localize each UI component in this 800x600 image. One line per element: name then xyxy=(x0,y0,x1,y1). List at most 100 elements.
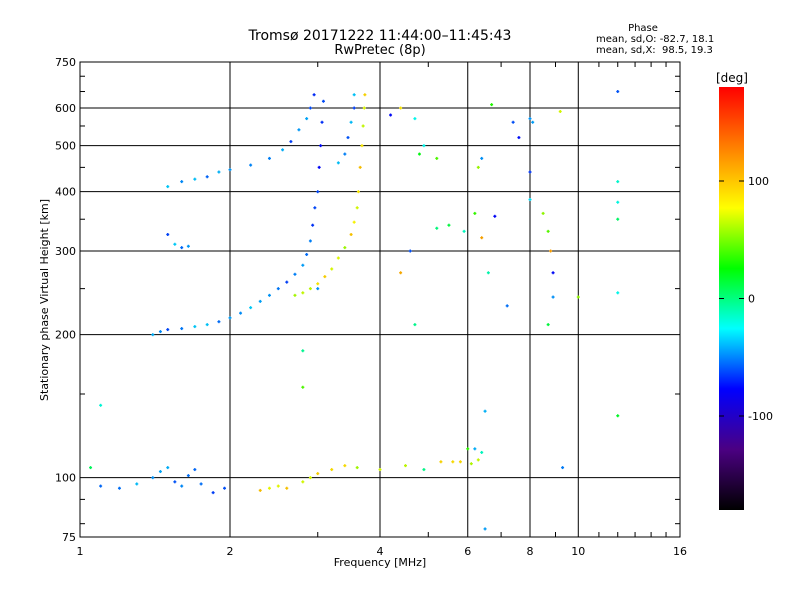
y-tick-label: 400 xyxy=(55,186,76,199)
data-point xyxy=(311,223,315,227)
data-point xyxy=(305,117,309,121)
data-point xyxy=(301,349,305,353)
data-point xyxy=(413,323,417,327)
data-point xyxy=(319,144,323,148)
data-point xyxy=(228,168,232,172)
y-tick-label: 750 xyxy=(55,56,76,69)
data-point xyxy=(193,325,197,329)
data-point xyxy=(363,93,367,97)
data-point xyxy=(135,482,139,486)
data-point xyxy=(258,488,262,492)
chart-subtitle: RwPretec (8p) xyxy=(334,43,425,58)
data-point xyxy=(217,170,221,174)
data-point xyxy=(285,280,289,284)
data-point xyxy=(458,460,462,464)
chart-title: Tromsø 20171222 11:44:00–11:45:43 xyxy=(248,28,512,44)
data-point xyxy=(308,476,312,480)
data-point xyxy=(321,99,325,103)
data-point xyxy=(267,486,271,490)
data-point xyxy=(158,330,162,334)
data-point xyxy=(466,447,470,451)
data-point xyxy=(117,486,121,490)
data-point xyxy=(316,472,320,476)
data-point xyxy=(320,120,324,124)
x-tick-label: 6 xyxy=(464,545,471,558)
colorbar-label: [deg] xyxy=(716,71,748,85)
data-point xyxy=(551,295,555,299)
data-point xyxy=(217,320,221,324)
data-point xyxy=(541,211,545,215)
data-point xyxy=(166,466,170,470)
data-point xyxy=(361,124,365,128)
data-point xyxy=(180,180,184,184)
data-point xyxy=(239,311,243,315)
x-tick-label: 8 xyxy=(527,545,534,558)
data-point xyxy=(435,156,439,160)
data-point xyxy=(193,468,197,472)
data-point xyxy=(551,271,555,275)
data-point xyxy=(151,333,155,337)
data-point xyxy=(180,246,184,250)
colorbar-tick-label: 100 xyxy=(748,175,769,188)
data-point xyxy=(186,244,190,248)
data-point xyxy=(305,252,309,256)
data-point xyxy=(301,263,305,267)
data-point xyxy=(223,486,227,490)
data-point xyxy=(417,152,421,156)
data-point xyxy=(531,120,535,124)
y-tick-label: 75 xyxy=(62,531,76,544)
data-point xyxy=(399,106,403,110)
data-point xyxy=(439,460,443,464)
data-point xyxy=(355,206,359,210)
data-point xyxy=(343,464,347,468)
data-point xyxy=(408,249,412,253)
data-point xyxy=(389,113,393,117)
phase-info-box: Phase mean, sd,O: -82.7, 18.1 mean, sd,X… xyxy=(596,23,714,56)
data-point xyxy=(480,450,484,454)
data-point xyxy=(483,409,487,413)
data-point xyxy=(616,200,620,204)
data-point xyxy=(422,144,426,148)
data-point xyxy=(349,120,353,124)
phase-info-x-mode: mean, sd,X: 98.5, 19.3 xyxy=(596,45,713,56)
data-point xyxy=(173,242,177,246)
data-point xyxy=(166,233,170,237)
x-tick-label: 16 xyxy=(673,545,687,558)
data-point xyxy=(312,93,316,97)
data-point xyxy=(476,458,480,462)
data-point xyxy=(158,470,162,474)
data-point xyxy=(352,220,356,224)
data-point xyxy=(330,267,334,271)
data-point xyxy=(549,249,553,253)
data-point xyxy=(330,468,334,472)
data-point xyxy=(517,136,521,140)
data-point xyxy=(616,180,620,184)
colorbar-ticks: -100 0 100 xyxy=(719,175,773,423)
x-tick-label: 2 xyxy=(227,545,234,558)
colorbar-tick-label: 0 xyxy=(748,293,755,306)
data-point xyxy=(323,275,327,279)
data-point xyxy=(316,190,320,194)
data-point xyxy=(249,306,253,310)
y-tick-label: 500 xyxy=(55,140,76,153)
data-point xyxy=(336,161,340,165)
plot-axes: 1 2 4 6 8 10 16 75 100 200 300 400 500 600 750 xyxy=(55,56,687,558)
data-point xyxy=(528,198,532,202)
data-point xyxy=(205,175,209,179)
data-point xyxy=(422,468,426,472)
data-point xyxy=(281,148,285,152)
data-point xyxy=(616,217,620,221)
data-point xyxy=(480,156,484,160)
data-point xyxy=(546,323,550,327)
data-point xyxy=(413,117,417,121)
data-point xyxy=(480,236,484,240)
x-axis-label: Frequency [MHz] xyxy=(334,556,426,569)
data-point xyxy=(313,206,317,210)
data-point xyxy=(166,328,170,332)
data-point xyxy=(267,156,271,160)
data-point xyxy=(528,117,532,121)
data-point xyxy=(211,491,215,495)
data-point xyxy=(561,466,565,470)
colorbar-tick-label: -100 xyxy=(748,410,773,423)
y-axis-label: Stationary phase Virtual Height [km] xyxy=(38,199,51,401)
